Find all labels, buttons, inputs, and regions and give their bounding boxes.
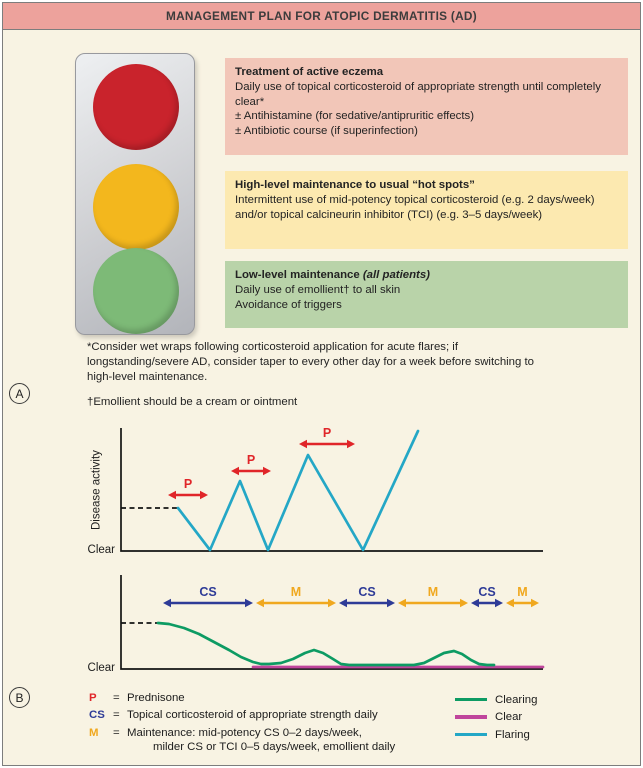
legend-key-p-symbol: P [89, 692, 97, 704]
legend-key-m: M = Maintenance: mid-potency CS 0–2 days… [89, 726, 449, 755]
footnotes: *Consider wet wraps following corticoste… [87, 340, 561, 410]
treatment-label: M [517, 585, 527, 599]
arrowhead-icon [460, 598, 468, 608]
arrowhead-icon [531, 598, 539, 608]
footnote-dagger: †Emollient should be a cream or ointment [87, 396, 298, 409]
arrowhead-icon [299, 439, 307, 449]
traffic-light-yellow-icon [93, 164, 179, 250]
footnote-asterisk: *Consider wet wraps following corticoste… [87, 341, 535, 383]
arrowhead-icon [339, 598, 347, 608]
legend-key-m-text-line2: milder CS or TCI 0–5 days/week, emollien… [153, 741, 396, 754]
legend-line-flaring-label: Flaring [495, 728, 530, 741]
box-high-level-heading: High-level maintenance to usual “hot spo… [235, 179, 475, 191]
chart-axes [120, 575, 543, 670]
legend-key-p-text: Prednisone [127, 692, 185, 704]
legend-line-clearing-label: Clearing [495, 693, 538, 706]
box-active-eczema-heading: Treatment of active eczema [235, 66, 384, 78]
box-active-eczema: Treatment of active eczema Daily use of … [225, 58, 628, 155]
arrowhead-icon [398, 598, 406, 608]
legend-key-cs: CS = Topical corticosteroid of appropria… [89, 708, 449, 722]
arrowhead-icon [328, 598, 336, 608]
arrowhead-icon [231, 466, 239, 476]
clear-baseline-label-a: Clear [87, 544, 115, 556]
traffic-light-green-icon [93, 248, 179, 334]
arrowhead-icon [168, 490, 176, 500]
legend-key-cs-symbol: CS [89, 709, 105, 722]
box-low-level-line: Daily use of emollient† to all skin [235, 284, 401, 297]
traffic-light [75, 53, 195, 335]
chart-a-flare-prednisone: P P P [120, 426, 543, 552]
box-high-level-maintenance: High-level maintenance to usual “hot spo… [225, 171, 628, 249]
clearing-line-swatch-icon [455, 697, 487, 702]
arrowhead-icon [200, 490, 208, 500]
equals-sign: = [113, 709, 120, 722]
treatment-label: CS [199, 585, 216, 599]
legend-line-keys: Clearing Clear Flaring [455, 693, 537, 746]
traffic-light-red-icon [93, 64, 179, 150]
panel-a-label: A [9, 383, 30, 404]
clearing-series-line [156, 621, 496, 667]
arrowhead-icon [263, 466, 271, 476]
arrowhead-icon [163, 598, 171, 608]
treatment-label: P [184, 477, 192, 491]
legend-line-clear-label: Clear [495, 711, 523, 723]
arrowhead-icon [495, 598, 503, 608]
legend-line-clearing: Clearing [455, 693, 537, 706]
box-low-level-heading-italic: (all patients) [362, 269, 430, 281]
legend-key-p: P = Prednisone [89, 691, 449, 705]
arrowhead-icon [506, 598, 514, 608]
arrowhead-icon [347, 439, 355, 449]
box-low-level-line: Avoidance of triggers [235, 298, 342, 311]
legend-line-flaring: Flaring [455, 728, 537, 741]
clear-baseline-label-b: Clear [87, 662, 115, 674]
disease-activity-axis-label: Disease activity [90, 450, 103, 530]
figure-title: MANAGEMENT PLAN FOR ATOPIC DERMATITIS (A… [165, 9, 477, 23]
panel-b-label: B [9, 687, 30, 708]
treatment-label: P [323, 426, 331, 440]
box-active-eczema-line: Daily use of topical corticosteroid of a… [235, 81, 601, 108]
clear-line-swatch-icon [455, 715, 487, 719]
legend-key-cs-text: Topical corticosteroid of appropriate st… [127, 709, 378, 722]
chart-axes [120, 428, 543, 552]
treatment-label: CS [358, 585, 375, 599]
legend-line-clear: Clear [455, 711, 537, 724]
treatment-label: M [291, 585, 301, 599]
box-low-level-maintenance: Low-level maintenance (all patients) Dai… [225, 261, 628, 328]
arrowhead-icon [245, 598, 253, 608]
flaring-series-line [176, 429, 420, 552]
figure-title-bar: MANAGEMENT PLAN FOR ATOPIC DERMATITIS (A… [3, 3, 640, 30]
treatment-label: M [428, 585, 438, 599]
flaring-line-swatch-icon [455, 732, 487, 737]
arrowhead-icon [256, 598, 264, 608]
legend-key-m-symbol: M [89, 726, 99, 739]
legend-keys: P = Prednisone CS = Topical corticostero… [89, 691, 449, 757]
box-active-eczema-line: ± Antibiotic course (if superinfection) [235, 124, 418, 137]
equals-sign: = [113, 726, 120, 739]
arrowhead-icon [387, 598, 395, 608]
treatment-label: CS [478, 585, 495, 599]
legend-key-m-text: Maintenance: mid-potency CS 0–2 days/wee… [127, 726, 362, 739]
arrowhead-icon [471, 598, 479, 608]
treatment-label: P [247, 453, 255, 467]
equals-sign: = [113, 692, 120, 704]
box-low-level-heading: Low-level maintenance (all patients) [235, 269, 430, 281]
chart-b-proactive-maintenance: CS M CS M CS M [120, 575, 545, 670]
box-high-level-line: Intermittent use of mid-potency topical … [235, 194, 595, 221]
box-active-eczema-line: ± Antihistamine (for sedative/antiprurit… [235, 110, 475, 123]
